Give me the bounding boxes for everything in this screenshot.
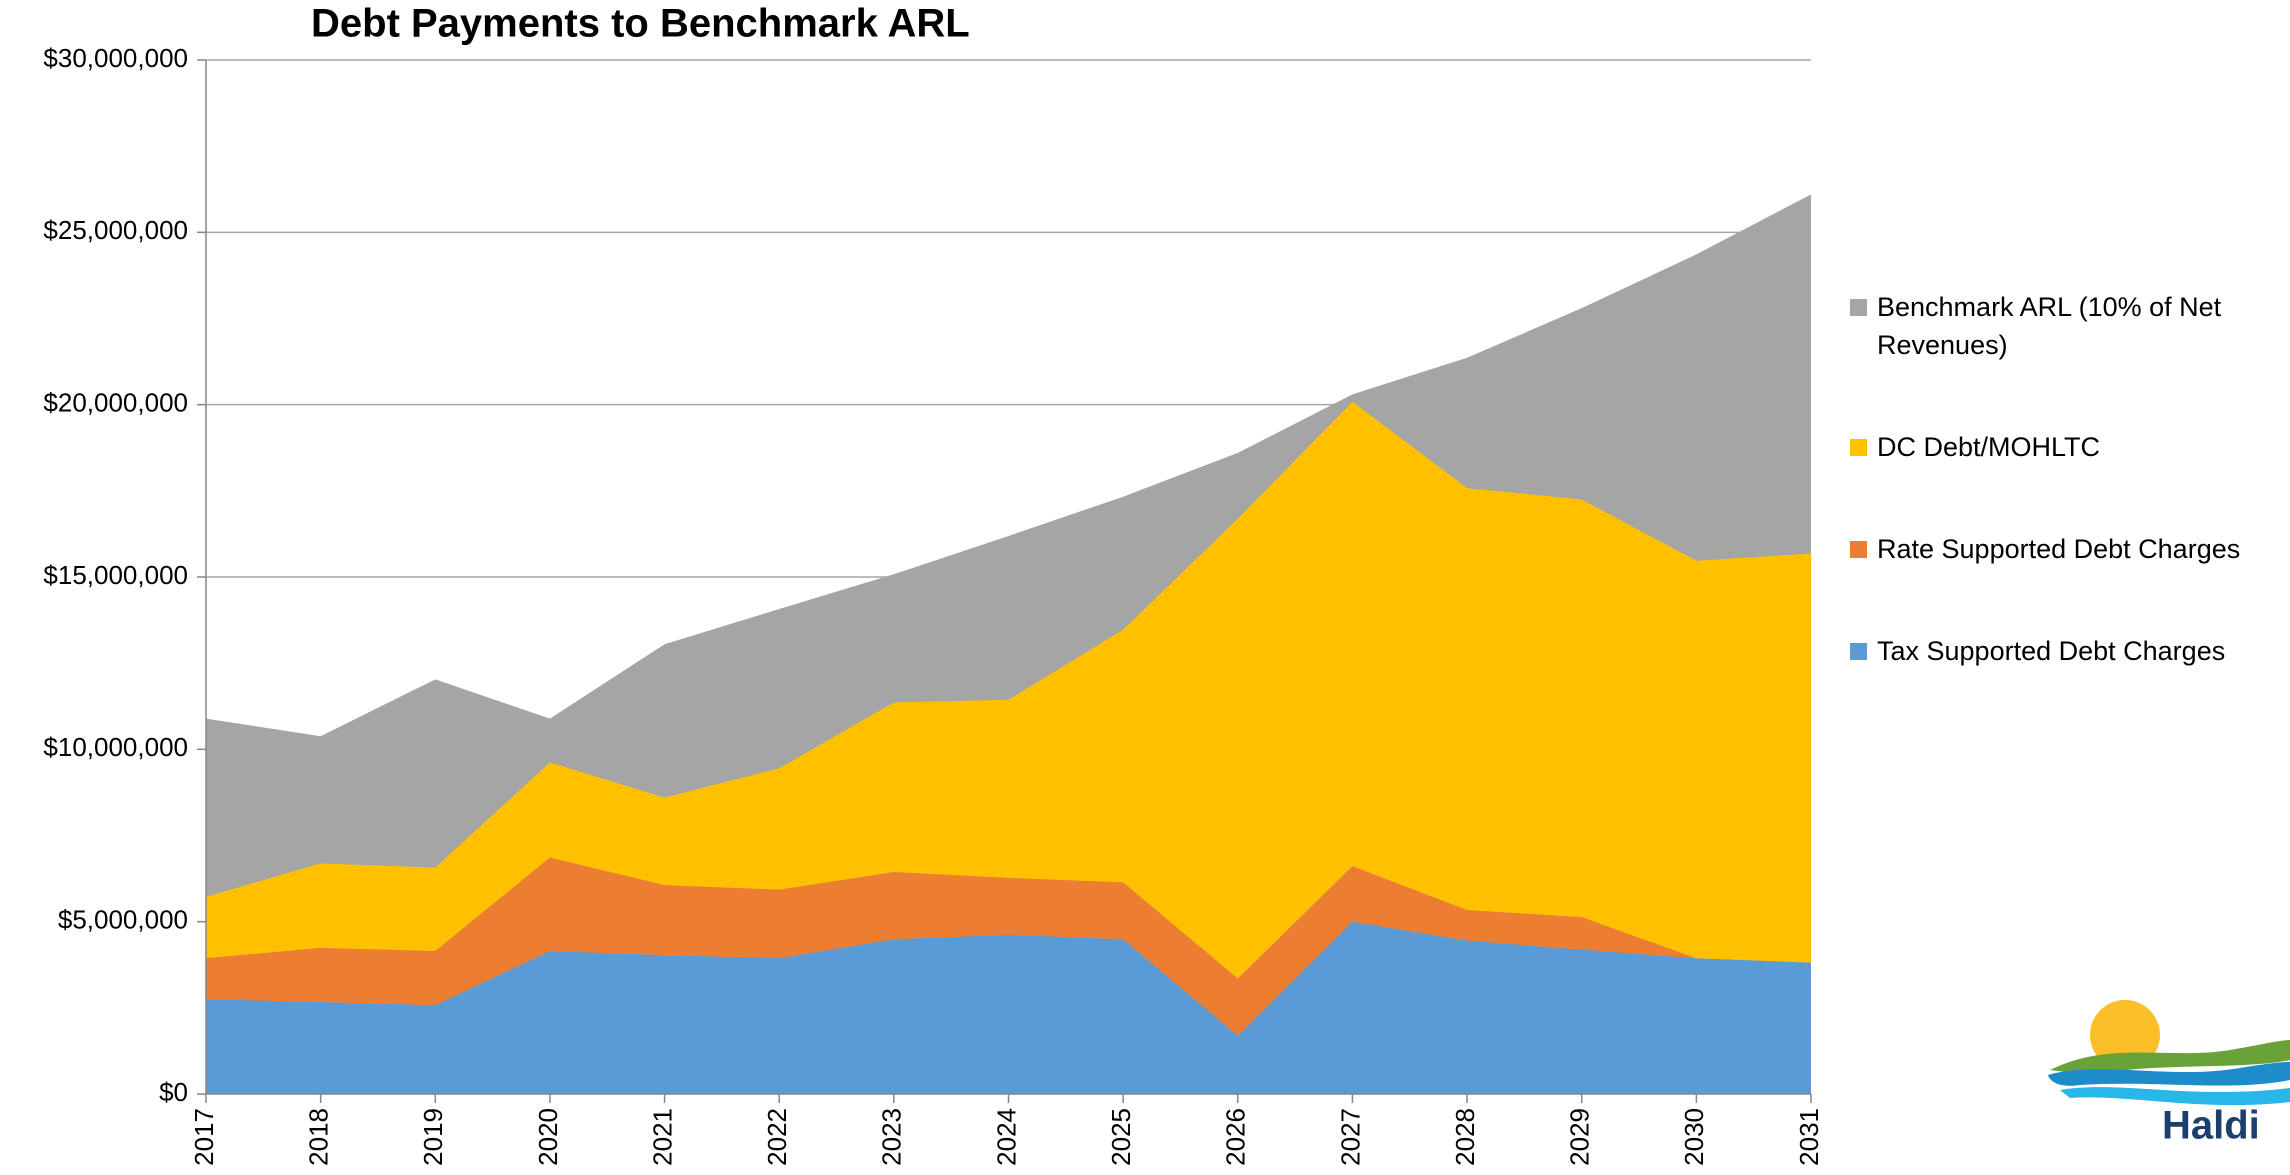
logo: Haldi — [2048, 1000, 2290, 1148]
y-tick-label: $10,000,000 — [43, 732, 188, 762]
x-tick-label: 2020 — [533, 1108, 563, 1166]
area — [206, 401, 1811, 979]
y-tick-label: $25,000,000 — [43, 215, 188, 245]
x-tick-label: 2026 — [1221, 1108, 1251, 1166]
legend-label: Tax Supported Debt Charges — [1877, 636, 2226, 666]
area — [206, 921, 1811, 1094]
plot-area — [206, 194, 1811, 1095]
legend-item: DC Debt/MOHLTC — [1850, 428, 2280, 466]
x-tick-label: 2025 — [1106, 1108, 1136, 1166]
y-tick-label: $0 — [159, 1077, 188, 1107]
x-tick-label: 2031 — [1794, 1108, 1824, 1166]
legend-item: Tax Supported Debt Charges — [1850, 632, 2280, 670]
legend-label: Benchmark ARL (10% of Net Revenues) — [1877, 292, 2222, 360]
x-tick-label: 2017 — [189, 1108, 219, 1166]
legend-item: Benchmark ARL (10% of Net Revenues) — [1850, 288, 2280, 364]
legend: Benchmark ARL (10% of Net Revenues) DC De… — [1850, 288, 2280, 734]
legend-swatch — [1850, 643, 1867, 660]
legend-label: DC Debt/MOHLTC — [1877, 432, 2101, 462]
x-tick-label: 2022 — [762, 1108, 792, 1166]
x-tick-label: 2018 — [304, 1108, 334, 1166]
y-tick-label: $15,000,000 — [43, 560, 188, 590]
x-tick-label: 2030 — [1679, 1108, 1709, 1166]
legend-item: Rate Supported Debt Charges — [1850, 530, 2280, 568]
chart-title: Debt Payments to Benchmark ARL — [311, 2, 970, 46]
x-tick-label: 2028 — [1450, 1108, 1480, 1166]
x-tick-label: 2029 — [1565, 1108, 1595, 1166]
x-tick-label: 2019 — [418, 1108, 448, 1166]
y-tick-label: $20,000,000 — [43, 388, 188, 418]
legend-swatch — [1850, 541, 1867, 558]
legend-swatch — [1850, 439, 1867, 456]
x-tick-label: 2027 — [1335, 1108, 1365, 1166]
x-tick-label: 2023 — [877, 1108, 907, 1166]
legend-label: Rate Supported Debt Charges — [1877, 534, 2241, 564]
x-tick-label: 2021 — [647, 1108, 677, 1166]
logo-text: Haldi — [2162, 1104, 2260, 1148]
y-tick-label: $5,000,000 — [58, 905, 188, 935]
y-tick-label: $30,000,000 — [43, 43, 188, 73]
area — [206, 857, 1811, 1036]
x-tick-label: 2024 — [991, 1108, 1021, 1166]
legend-swatch — [1850, 299, 1867, 316]
